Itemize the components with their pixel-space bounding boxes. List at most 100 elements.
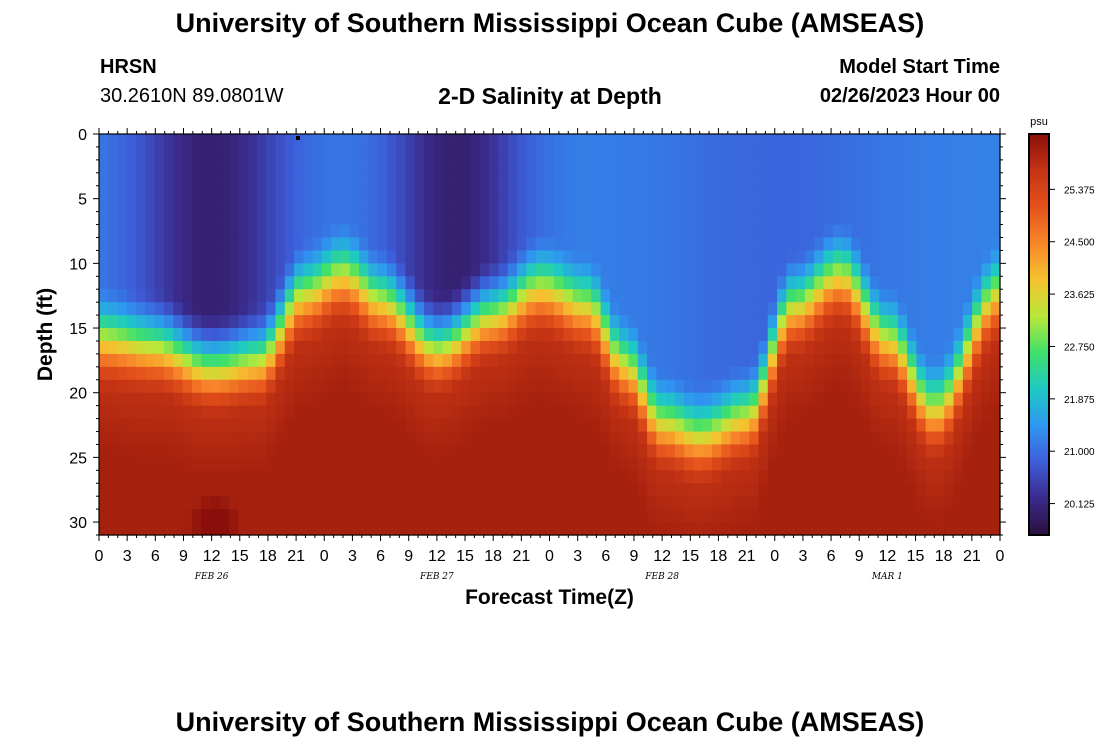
heatmap-cell [814, 185, 825, 200]
heatmap-cell [600, 289, 611, 303]
heatmap-cell [164, 483, 174, 497]
heatmap-cell [173, 509, 184, 523]
heatmap-cell [247, 159, 258, 174]
heatmap-cell [674, 134, 685, 148]
heatmap-cell [489, 328, 500, 342]
heatmap-cell [526, 431, 537, 446]
heatmap-cell [312, 159, 323, 174]
heatmap-cell [647, 431, 657, 446]
heatmap-cell [647, 263, 657, 277]
heatmap-cell [470, 405, 481, 420]
heatmap-cell [266, 172, 277, 187]
heatmap-cell [405, 315, 416, 329]
heatmap-cell [600, 366, 611, 381]
heatmap-cell [674, 405, 685, 420]
heatmap-cell [804, 431, 815, 446]
heatmap-cell [609, 444, 620, 458]
heatmap-cell [442, 276, 453, 290]
heatmap-cell [275, 496, 286, 510]
heatmap-cell [907, 509, 917, 523]
heatmap-cell [888, 392, 899, 407]
heatmap-cell [303, 457, 314, 471]
heatmap-cell [479, 431, 490, 446]
heatmap-cell [869, 250, 880, 264]
heatmap-cell [916, 134, 927, 148]
colorbar-segment [1029, 508, 1049, 513]
heatmap-cell [535, 366, 546, 381]
heatmap-cell [563, 483, 574, 497]
heatmap-cell [860, 366, 871, 381]
heatmap-cell [730, 496, 741, 510]
heatmap-cell [516, 224, 527, 239]
heatmap-cell [795, 134, 806, 148]
heatmap-cell [229, 328, 239, 342]
heatmap-cell [210, 185, 221, 200]
heatmap-cell [136, 224, 147, 239]
heatmap-cell [628, 224, 639, 239]
heatmap-cell [451, 496, 462, 510]
heatmap-cell [563, 340, 574, 355]
heatmap-cell [842, 134, 852, 148]
heatmap-cell [851, 198, 862, 213]
heatmap-cell [814, 483, 825, 497]
heatmap-cell [665, 366, 676, 381]
heatmap-cell [442, 289, 453, 303]
x-tick-label: 0 [95, 548, 104, 565]
colorbar-segment [1029, 397, 1049, 402]
heatmap-cell [303, 496, 314, 510]
heatmap-cell [266, 159, 277, 174]
heatmap-cell [368, 522, 379, 536]
heatmap-cell [266, 392, 277, 407]
heatmap-cell [907, 289, 917, 303]
heatmap-cell [247, 250, 258, 264]
heatmap-cell [526, 418, 537, 433]
heatmap-cell [256, 211, 267, 226]
heatmap-cell [804, 237, 815, 252]
heatmap-cell [294, 366, 304, 381]
heatmap-cell [814, 172, 825, 187]
heatmap-cell [730, 185, 741, 200]
heatmap-cell [823, 302, 834, 316]
heatmap-cell [145, 353, 156, 368]
heatmap-cell [684, 496, 695, 510]
heatmap-cell [767, 457, 778, 471]
heatmap-cell [572, 211, 583, 226]
heatmap-cell [693, 146, 704, 161]
heatmap-cell [312, 483, 323, 497]
x-tick-label: 12 [653, 548, 671, 565]
heatmap-cell [396, 444, 407, 458]
heatmap-cell [981, 444, 992, 458]
heatmap-cell [359, 483, 369, 497]
heatmap-cell [229, 405, 239, 420]
heatmap-cell [284, 379, 295, 394]
heatmap-cell [916, 237, 927, 252]
heatmap-cell [962, 159, 973, 174]
heatmap-cell [451, 172, 462, 187]
heatmap-cell [266, 146, 277, 161]
heatmap-cell [136, 379, 147, 394]
heatmap-cell [479, 366, 490, 381]
heatmap-cell [516, 431, 527, 446]
heatmap-cell [702, 366, 713, 381]
heatmap-cell [516, 405, 527, 420]
heatmap-cell [349, 211, 360, 226]
x-axis-label: Forecast Time(Z) [465, 586, 634, 609]
colorbar-segment [1029, 374, 1049, 379]
heatmap-cell [739, 224, 750, 239]
heatmap-cell [321, 159, 332, 174]
heatmap-cell [656, 289, 667, 303]
heatmap-cell [814, 418, 825, 433]
heatmap-cell [126, 211, 137, 226]
heatmap-cell [851, 418, 862, 433]
heatmap-cell [433, 405, 444, 420]
heatmap-cell [108, 353, 119, 368]
heatmap-cell [470, 276, 481, 290]
heatmap-cell [554, 172, 565, 187]
heatmap-cell [479, 198, 490, 213]
heatmap-cell [99, 353, 109, 368]
heatmap-cell [777, 263, 787, 277]
heatmap-cell [916, 353, 927, 368]
heatmap-cell [972, 185, 983, 200]
heatmap-cell [619, 340, 630, 355]
heatmap-cell [879, 198, 890, 213]
